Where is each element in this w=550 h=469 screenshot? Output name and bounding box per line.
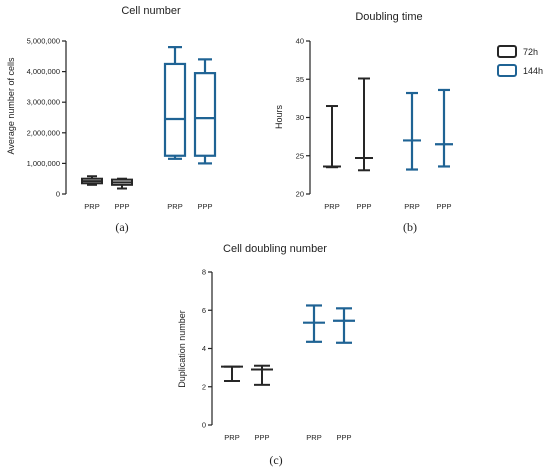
y-tick-label-b: 35	[296, 75, 304, 84]
legend-swatch-72h	[497, 45, 517, 58]
x-category-label-a: PPP	[197, 202, 212, 211]
y-tick-label-c: 8	[202, 268, 206, 277]
x-category-label-b: PPP	[356, 202, 371, 211]
x-category-label-c: PPP	[254, 433, 269, 442]
y-tick-label-c: 6	[202, 306, 206, 315]
y-tick-label-b: 25	[296, 151, 304, 160]
box-iqr	[193, 72, 217, 157]
chart-title-c: Cell doubling number	[223, 243, 327, 255]
y-tick-label-b: 30	[296, 113, 304, 122]
y-tick-label-b: 40	[296, 37, 304, 46]
panel-label-a: (a)	[115, 220, 128, 234]
legend-label-144h: 144h	[523, 66, 543, 76]
chart-panel-c: Cell doubling number Duplication number …	[177, 243, 355, 467]
y-tick-label-a: 4,000,000	[27, 67, 60, 76]
y-tick-label-c: 4	[202, 344, 206, 353]
chart-title-a: Cell number	[121, 5, 181, 17]
y-axis-label-b: Hours	[274, 105, 284, 130]
x-category-label-c: PPP	[336, 433, 351, 442]
x-category-label-b: PRP	[404, 202, 419, 211]
y-tick-label-b: 20	[296, 190, 304, 199]
panel-label-c: (c)	[269, 453, 282, 467]
y-tick-label-a: 1,000,000	[27, 159, 60, 168]
y-tick-label-a: 2,000,000	[27, 128, 60, 137]
legend: 72h 144h	[497, 45, 543, 77]
legend-swatch-144h	[497, 64, 517, 77]
panel-label-b: (b)	[403, 220, 417, 234]
box-iqr	[163, 62, 187, 157]
chart-panel-b: Doubling time Hours 20 25 30 35 40 PRP PPP PRP…	[274, 11, 453, 234]
x-category-label-c: PRP	[306, 433, 321, 442]
x-category-label-b: PPP	[436, 202, 451, 211]
chart-panel-a: Cell number Average number of cells 0 1,0…	[6, 5, 217, 234]
x-category-label-a: PRP	[84, 202, 99, 211]
chart-title-b: Doubling time	[355, 11, 422, 23]
x-category-label-a: PPP	[114, 202, 129, 211]
x-category-label-b: PRP	[324, 202, 339, 211]
legend-label-72h: 72h	[523, 47, 538, 57]
y-tick-label-a: 0	[56, 190, 60, 199]
y-tick-label-c: 2	[202, 382, 206, 391]
x-category-label-a: PRP	[167, 202, 182, 211]
x-category-label-c: PRP	[224, 433, 239, 442]
y-tick-label-c: 0	[202, 421, 206, 430]
y-tick-label-a: 3,000,000	[27, 98, 60, 107]
y-tick-label-a: 5,000,000	[27, 37, 60, 46]
y-axis-label-c: Duplication number	[177, 310, 187, 388]
y-axis-label-a: Average number of cells	[6, 57, 16, 154]
